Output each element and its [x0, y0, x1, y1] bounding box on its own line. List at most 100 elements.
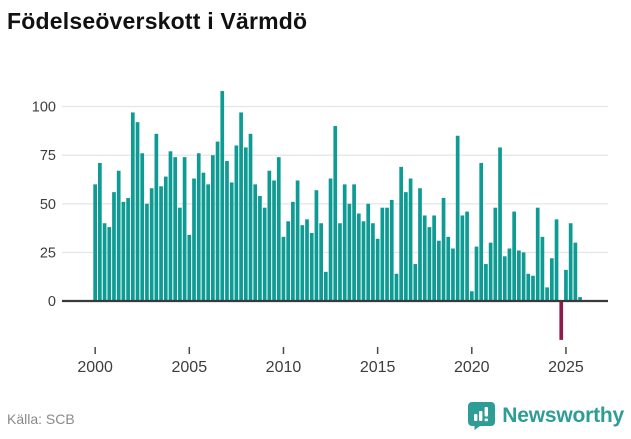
bar-2013-Q3 [347, 203, 352, 301]
bar-2019-Q2 [455, 135, 460, 301]
bar-2013-Q2 [342, 184, 347, 301]
bar-2000-Q4 [107, 227, 112, 301]
bar-2019-Q4 [465, 211, 469, 301]
chart-title: Födelseöverskott i Värmdö [7, 8, 308, 34]
bar-2006-Q1 [206, 184, 210, 301]
bar-2000-Q1 [93, 184, 97, 301]
bar-2014-Q1 [356, 213, 361, 301]
bar-2017-Q4 [427, 227, 432, 301]
bar-2001-Q3 [121, 201, 126, 301]
bar-2014-Q2 [361, 221, 366, 301]
bar-2020-Q3 [479, 162, 484, 301]
bar-2010-Q2 [286, 221, 291, 301]
y-axis-label-100: 100 [32, 100, 56, 116]
x-axis-label-2020: 2020 [454, 359, 490, 376]
bar-2011-Q3 [309, 232, 314, 301]
bar-2004-Q4 [182, 157, 187, 301]
y-axis-label-75: 75 [40, 148, 56, 164]
bar-2008-Q1 [243, 147, 248, 301]
bar-2003-Q1 [149, 188, 154, 301]
x-axis-label-2015: 2015 [360, 359, 396, 376]
bar-2005-Q3 [196, 153, 201, 301]
bar-2013-Q4 [352, 184, 356, 301]
bar-2016-Q2 [399, 166, 404, 301]
bar-2003-Q4 [163, 176, 168, 301]
bar-2025-Q2 [568, 223, 573, 301]
bar-2001-Q1 [112, 192, 116, 301]
y-axis-label-0: 0 [48, 294, 56, 310]
bar-2025-Q1 [564, 269, 568, 301]
bar-2016-Q3 [404, 192, 408, 301]
bar-2022-Q4 [521, 252, 526, 301]
x-axis-label-2010: 2010 [266, 359, 302, 376]
bar-2024-Q2 [549, 258, 554, 301]
bar-2006-Q3 [215, 141, 220, 301]
bar-2014-Q4 [371, 223, 375, 301]
bar-2002-Q1 [130, 112, 135, 301]
bar-2006-Q2 [211, 155, 215, 301]
bar-2001-Q2 [116, 170, 121, 301]
bar-2002-Q3 [140, 153, 145, 301]
x-axis-label-2005: 2005 [172, 359, 208, 376]
highlighted-bar-2024-Q4 [559, 301, 564, 340]
bar-2018-Q3 [441, 197, 446, 301]
chart-footer: Källa: SCB Newsworthy [0, 399, 631, 433]
bar-chart-canvas: 0 25 50 75 100 2000 2005 2010 2015 2020 2025 [32, 91, 608, 376]
bar-2021-Q1 [488, 242, 493, 301]
bar-2007-Q2 [229, 182, 234, 301]
bar-2005-Q1 [187, 234, 192, 301]
bar-2020-Q1 [469, 291, 474, 301]
bar-2023-Q3 [535, 207, 540, 301]
bar-2011-Q2 [305, 219, 309, 301]
bar-2000-Q3 [102, 223, 107, 301]
bar-2012-Q2 [323, 271, 328, 301]
bar-2009-Q1 [262, 207, 267, 301]
bar-2002-Q2 [135, 122, 140, 301]
bar-2013-Q1 [338, 223, 342, 301]
bar-2022-Q3 [517, 250, 521, 301]
bar-2021-Q4 [502, 256, 507, 301]
bar-2023-Q1 [526, 273, 531, 301]
bar-2011-Q1 [300, 225, 305, 301]
bar-2022-Q2 [512, 211, 517, 301]
bar-2017-Q2 [418, 188, 422, 301]
bar-2005-Q2 [192, 178, 196, 301]
bar-2016-Q4 [408, 178, 413, 301]
bar-2015-Q1 [375, 238, 380, 301]
bar-2021-Q2 [493, 207, 498, 301]
bar-2023-Q4 [540, 236, 545, 301]
x-axis-label-2025: 2025 [548, 359, 584, 376]
y-axis-label-50: 50 [40, 197, 56, 213]
bar-2012-Q3 [328, 178, 333, 301]
bar-2000-Q2 [98, 162, 102, 301]
bar-2010-Q3 [291, 201, 295, 301]
source-label: Källa: SCB [7, 411, 75, 427]
y-axis-label-25: 25 [40, 245, 56, 261]
bar-2017-Q1 [413, 264, 418, 301]
bar-2003-Q2 [154, 133, 159, 301]
bar-2012-Q1 [319, 223, 323, 301]
bar-2012-Q4 [333, 126, 338, 301]
brand-lockup: Newsworthy [468, 402, 624, 430]
bar-2015-Q3 [385, 207, 389, 301]
bar-2005-Q4 [201, 172, 206, 301]
bar-2002-Q4 [145, 203, 149, 301]
x-axis-label-2000: 2000 [77, 359, 113, 376]
newsworthy-logo-icon [468, 402, 496, 430]
bar-2019-Q3 [460, 215, 465, 301]
bar-2003-Q3 [159, 186, 163, 301]
bar-2025-Q3 [573, 242, 578, 301]
bar-2009-Q2 [267, 170, 272, 301]
bar-2006-Q4 [220, 91, 225, 301]
bar-2021-Q3 [498, 147, 502, 301]
newsworthy-wordmark: Newsworthy [502, 404, 624, 427]
bar-2016-Q1 [394, 273, 399, 301]
bar-2004-Q2 [173, 157, 178, 301]
bar-2004-Q3 [178, 207, 182, 301]
bar-2018-Q2 [436, 240, 441, 301]
bar-2008-Q3 [253, 184, 258, 301]
bar-2019-Q1 [451, 248, 455, 301]
bar-2018-Q4 [446, 236, 451, 301]
bar-2007-Q3 [234, 145, 239, 301]
